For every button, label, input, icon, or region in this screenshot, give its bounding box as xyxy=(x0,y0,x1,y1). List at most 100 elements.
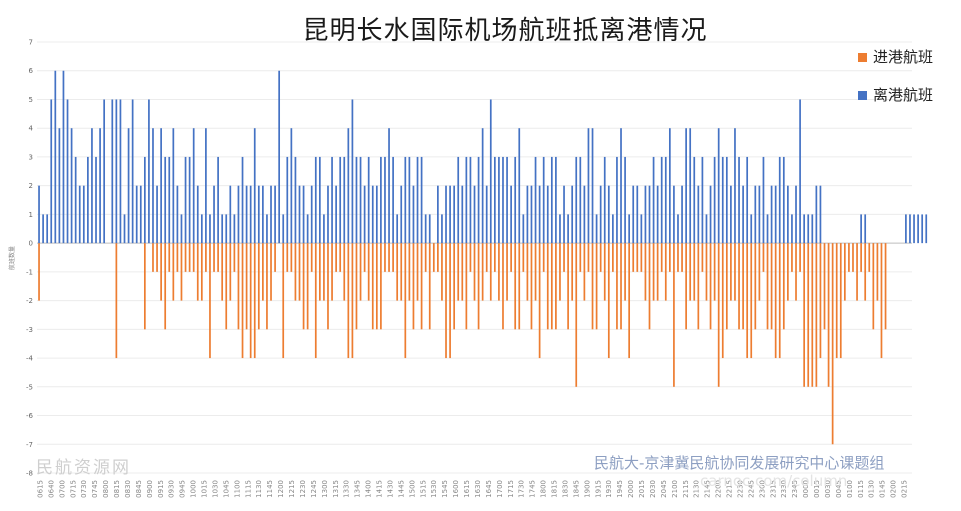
series-departures xyxy=(38,70,928,244)
bar xyxy=(437,185,439,244)
x-tick-label: 0145 xyxy=(879,480,887,498)
bar xyxy=(713,243,716,301)
chart-title: 昆明长水国际机场航班抵离港情况 xyxy=(302,16,708,46)
bar xyxy=(200,214,203,244)
y-axis-label: 航班数量 xyxy=(8,246,16,270)
bar xyxy=(420,243,423,330)
x-tick-label: 1930 xyxy=(605,480,613,498)
x-tick-label: 2045 xyxy=(660,480,668,498)
bar xyxy=(811,243,814,387)
bar xyxy=(477,156,480,244)
bar xyxy=(522,243,525,272)
bar xyxy=(595,243,598,330)
x-tick-label: 0945 xyxy=(179,480,187,498)
bar xyxy=(909,214,911,244)
bar xyxy=(599,243,602,272)
bar xyxy=(221,214,224,244)
x-tick-label: 1030 xyxy=(212,480,220,498)
bar xyxy=(375,243,378,330)
bar xyxy=(872,243,875,330)
bar xyxy=(660,156,663,244)
bar xyxy=(257,243,260,330)
bar xyxy=(628,243,631,359)
bar xyxy=(343,243,346,301)
bar xyxy=(266,214,268,244)
bar xyxy=(286,243,289,272)
bar xyxy=(192,243,195,272)
bar xyxy=(188,243,191,272)
bar xyxy=(485,243,488,272)
bar xyxy=(335,185,337,244)
x-tick-label: 2315 xyxy=(769,480,777,498)
y-tick-label: 2 xyxy=(29,182,33,190)
bar xyxy=(241,243,244,359)
bar xyxy=(461,185,464,244)
x-tick-label: 0640 xyxy=(47,480,55,498)
x-tick-label: 2015 xyxy=(638,480,646,498)
bar xyxy=(339,156,342,244)
bar xyxy=(762,156,765,244)
bar xyxy=(905,214,907,244)
bar xyxy=(335,243,337,272)
bar xyxy=(371,243,374,330)
bar xyxy=(607,185,610,244)
x-tick-label: 2115 xyxy=(682,480,690,498)
x-tick-label: 1245 xyxy=(310,480,318,498)
bar xyxy=(298,185,301,244)
bar xyxy=(603,156,606,244)
bar xyxy=(225,214,228,244)
bar xyxy=(160,128,162,244)
bar xyxy=(668,128,671,244)
bar xyxy=(432,243,435,272)
bar xyxy=(331,243,333,301)
bar xyxy=(306,214,309,244)
bar xyxy=(453,185,456,244)
watermark-research-group: 民航大-京津冀民航协同发展研究中心课题组 xyxy=(594,454,885,472)
bar xyxy=(384,156,386,244)
bar xyxy=(697,185,700,244)
bar xyxy=(848,243,850,272)
bar xyxy=(50,99,53,244)
x-tick-label: 1330 xyxy=(343,480,351,498)
bar xyxy=(656,185,659,244)
bar xyxy=(648,243,651,330)
x-axis-ticks: 0615 0640 0700 0715 0730 0745 0800 0815 0830 0845… xyxy=(37,480,909,498)
bar xyxy=(310,243,313,272)
bar xyxy=(282,243,285,359)
legend-label-departures: 离港航班 xyxy=(873,86,934,104)
bar xyxy=(123,214,126,244)
bar xyxy=(815,185,818,244)
bar xyxy=(249,185,252,244)
bar xyxy=(449,243,451,359)
x-tick-label: 0815 xyxy=(113,480,121,498)
bar xyxy=(70,128,73,244)
bar xyxy=(791,214,793,244)
bar xyxy=(363,243,366,272)
x-tick-label: 1745 xyxy=(529,480,537,498)
bar xyxy=(705,243,708,301)
bar xyxy=(795,243,797,301)
bar xyxy=(196,243,199,301)
bar xyxy=(538,243,541,359)
x-tick-label: 2245 xyxy=(747,480,755,498)
bar xyxy=(221,243,224,301)
legend-swatch-blue xyxy=(858,91,867,100)
x-tick-label: 0215 xyxy=(901,480,909,498)
bar xyxy=(253,128,256,244)
bar xyxy=(782,156,785,244)
bar xyxy=(876,243,879,301)
bar xyxy=(404,243,407,359)
bar xyxy=(428,243,431,330)
x-tick-label: 1430 xyxy=(387,480,395,498)
bar xyxy=(819,243,822,359)
bar xyxy=(217,156,219,244)
bar xyxy=(807,243,810,387)
bar xyxy=(257,185,260,244)
bar xyxy=(510,243,512,272)
bar xyxy=(74,156,77,244)
bar xyxy=(82,185,85,244)
bar xyxy=(514,156,517,244)
bar xyxy=(518,243,521,330)
bar xyxy=(408,156,411,244)
